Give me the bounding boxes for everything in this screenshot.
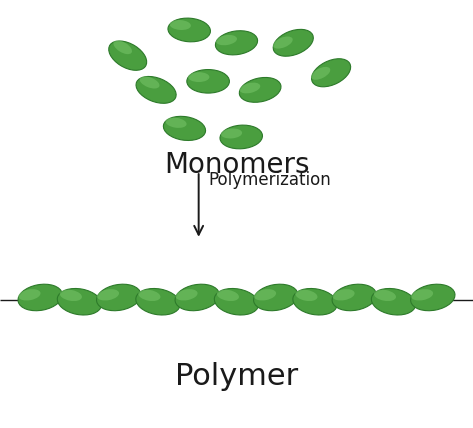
Ellipse shape	[239, 83, 260, 93]
Ellipse shape	[311, 67, 330, 80]
Ellipse shape	[166, 118, 186, 128]
Ellipse shape	[18, 289, 41, 300]
Ellipse shape	[295, 290, 317, 301]
Ellipse shape	[371, 288, 416, 315]
Ellipse shape	[254, 289, 276, 300]
Ellipse shape	[332, 284, 377, 311]
Ellipse shape	[109, 41, 147, 70]
Ellipse shape	[175, 289, 198, 300]
Ellipse shape	[217, 290, 239, 301]
Ellipse shape	[136, 77, 176, 103]
Ellipse shape	[411, 289, 433, 300]
Ellipse shape	[96, 284, 141, 311]
Ellipse shape	[138, 290, 160, 301]
Ellipse shape	[136, 288, 180, 315]
Ellipse shape	[175, 284, 219, 311]
Ellipse shape	[163, 116, 206, 140]
Ellipse shape	[374, 290, 396, 301]
Ellipse shape	[18, 284, 62, 311]
Ellipse shape	[140, 77, 159, 89]
Ellipse shape	[114, 41, 132, 54]
Ellipse shape	[254, 284, 298, 311]
Ellipse shape	[312, 59, 350, 87]
Ellipse shape	[220, 125, 263, 149]
Ellipse shape	[187, 70, 229, 93]
Ellipse shape	[273, 36, 293, 49]
Ellipse shape	[168, 18, 210, 42]
Text: Polymerization: Polymerization	[208, 171, 331, 189]
Ellipse shape	[57, 288, 102, 315]
Ellipse shape	[333, 289, 355, 300]
Ellipse shape	[60, 290, 82, 301]
Ellipse shape	[215, 31, 258, 55]
Ellipse shape	[239, 77, 281, 102]
Ellipse shape	[221, 128, 242, 139]
Ellipse shape	[273, 30, 313, 56]
Ellipse shape	[411, 284, 455, 311]
Ellipse shape	[214, 288, 259, 315]
Text: Monomers: Monomers	[164, 151, 309, 179]
Ellipse shape	[170, 20, 191, 30]
Ellipse shape	[188, 72, 210, 82]
Ellipse shape	[97, 289, 119, 300]
Ellipse shape	[216, 35, 237, 45]
Text: Polymer: Polymer	[175, 362, 298, 391]
Ellipse shape	[293, 288, 337, 315]
